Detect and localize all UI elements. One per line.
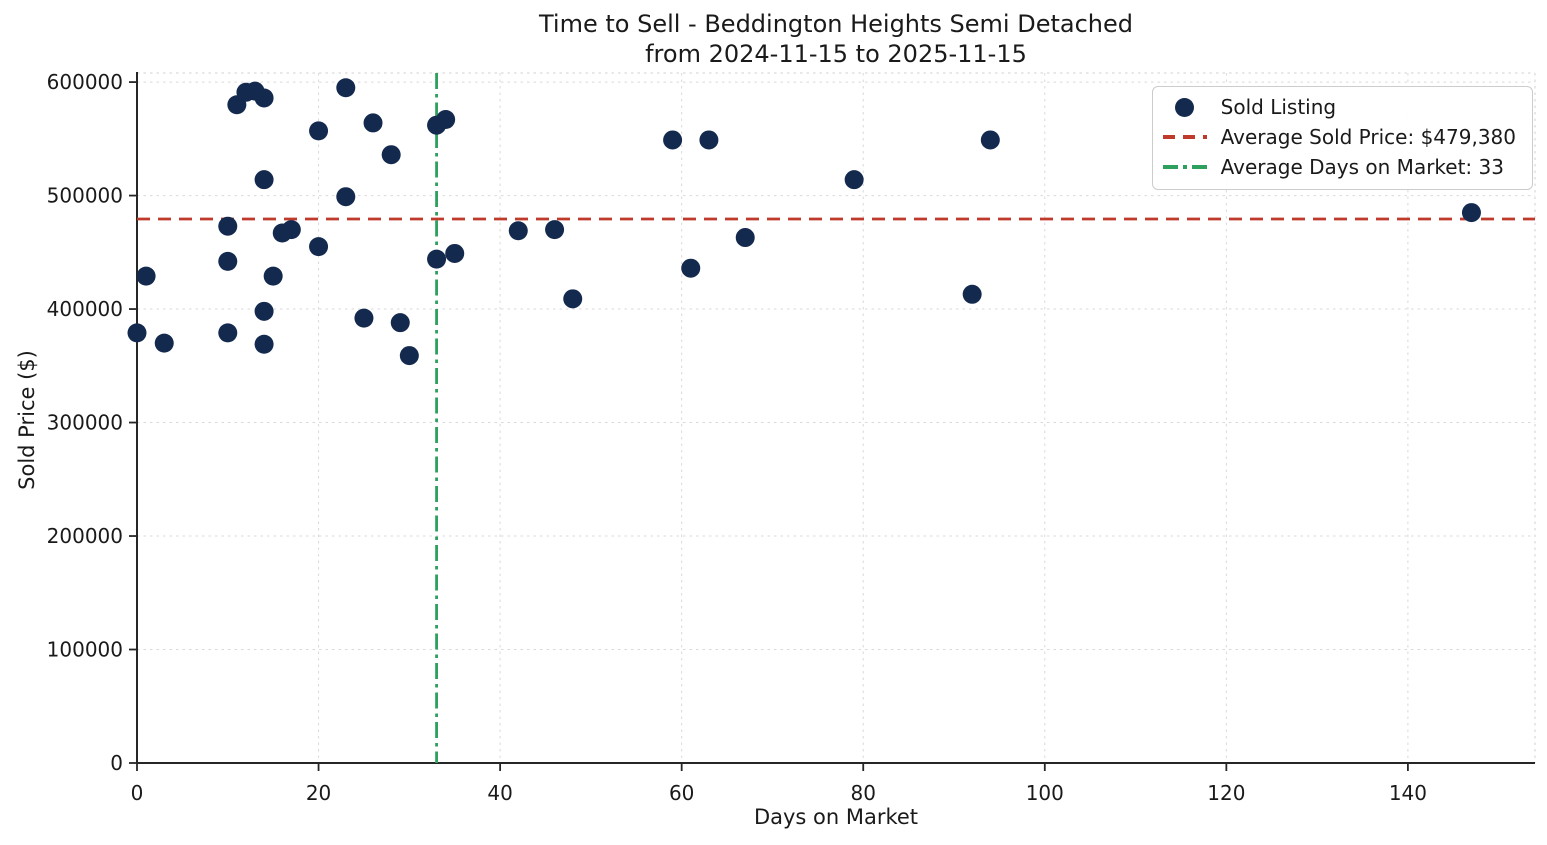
data-point: [663, 130, 683, 150]
chart-title-line2: from 2024-11-15 to 2025-11-15: [645, 40, 1027, 68]
data-point: [309, 237, 329, 257]
legend-item-avg-days: Average Days on Market: 33: [1162, 155, 1516, 179]
data-point: [218, 216, 238, 236]
data-point: [218, 251, 238, 271]
data-point: [844, 170, 864, 190]
data-point: [962, 284, 982, 304]
chart-title-line1: Time to Sell - Beddington Heights Semi D…: [539, 10, 1133, 38]
x-tick-label: 120: [1207, 781, 1245, 805]
x-tick-label: 60: [669, 781, 694, 805]
y-tick-label: 600000: [47, 70, 123, 94]
x-tick-label: 20: [306, 781, 331, 805]
x-tick-label: 40: [487, 781, 512, 805]
x-axis-label: Days on Market: [753, 805, 919, 829]
legend-label-avg-price: Average Sold Price: $479,380: [1220, 125, 1516, 149]
avg-days-dashdot-line-icon: [1162, 165, 1207, 169]
data-point: [281, 220, 301, 240]
y-tick-label: 200000: [47, 524, 123, 548]
legend-item-sold-listing: Sold Listing: [1163, 95, 1516, 119]
data-point: [399, 346, 419, 366]
data-point: [563, 289, 583, 309]
data-point: [127, 323, 147, 343]
x-tick-label: 80: [851, 781, 876, 805]
data-point: [381, 145, 401, 165]
data-point: [699, 130, 719, 150]
data-point: [336, 78, 356, 98]
y-axis-label: Sold Price ($): [15, 350, 39, 490]
data-point: [363, 113, 383, 133]
legend-item-avg-price: Average Sold Price: $479,380: [1162, 125, 1516, 149]
avg-price-dashed-line-icon: [1162, 135, 1207, 139]
data-point: [436, 110, 456, 130]
data-point: [508, 221, 528, 241]
data-point: [1461, 203, 1481, 223]
data-point: [681, 258, 701, 278]
data-point: [154, 333, 174, 353]
data-point: [445, 243, 465, 263]
data-point: [254, 301, 274, 321]
x-tick-label: 100: [1026, 781, 1064, 805]
sold-listing-marker-icon: [1163, 97, 1207, 117]
legend-label-avg-days: Average Days on Market: 33: [1220, 155, 1504, 179]
data-point: [390, 313, 410, 333]
chart-title: Time to Sell - Beddington Heights Semi D…: [137, 9, 1535, 69]
data-point: [254, 170, 274, 190]
y-tick-label: 100000: [47, 638, 123, 662]
data-point: [136, 266, 156, 286]
data-point: [336, 187, 356, 207]
x-tick-label: 0: [131, 781, 144, 805]
y-tick-label: 500000: [47, 184, 123, 208]
data-point: [354, 308, 374, 328]
x-tick-label: 140: [1389, 781, 1427, 805]
data-point: [980, 130, 1000, 150]
data-point: [427, 249, 447, 269]
data-point: [263, 266, 283, 286]
data-point: [309, 121, 329, 141]
axis-ticks: 0 20 40 60 80 100 120 140 0 100000 200000 300000 400…: [47, 70, 1427, 805]
legend: Sold Listing Average Sold Price: $479,38…: [1151, 86, 1533, 190]
y-tick-label: 0: [110, 751, 123, 775]
y-tick-label: 400000: [47, 297, 123, 321]
legend-label-sold-listing: Sold Listing: [1220, 95, 1337, 119]
data-point: [545, 220, 565, 240]
data-point: [254, 334, 274, 354]
data-point: [735, 228, 755, 248]
data-point: [254, 88, 274, 108]
y-tick-label: 300000: [47, 411, 123, 435]
data-point: [218, 323, 238, 343]
